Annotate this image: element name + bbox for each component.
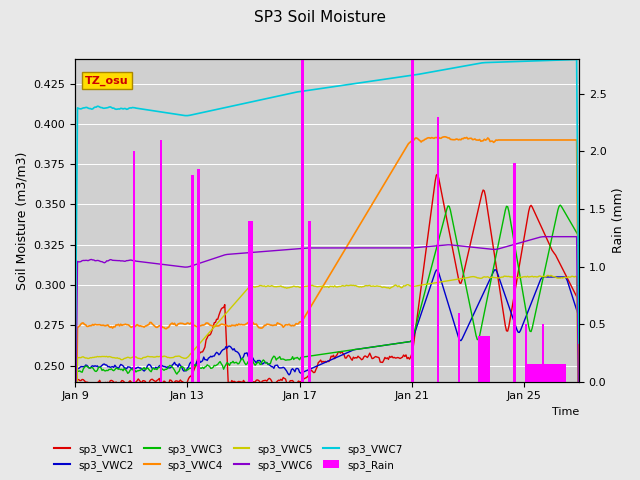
Bar bbox=[303, 60, 304, 382]
Bar bbox=[133, 152, 134, 382]
Bar bbox=[549, 364, 550, 382]
Bar bbox=[161, 140, 162, 382]
Bar bbox=[526, 324, 527, 382]
Bar bbox=[552, 364, 553, 382]
Bar bbox=[535, 364, 536, 382]
X-axis label: Time: Time bbox=[552, 407, 579, 417]
Bar bbox=[486, 336, 487, 382]
Text: TZ_osu: TZ_osu bbox=[85, 75, 129, 86]
Bar bbox=[484, 336, 485, 382]
Bar bbox=[564, 364, 566, 382]
Bar bbox=[538, 364, 539, 382]
Bar bbox=[534, 364, 535, 382]
Bar bbox=[554, 364, 555, 382]
Bar bbox=[193, 175, 194, 382]
Bar bbox=[555, 364, 556, 382]
Bar bbox=[525, 324, 526, 382]
Bar bbox=[488, 336, 490, 382]
Bar bbox=[529, 364, 531, 382]
Bar bbox=[514, 163, 515, 382]
Bar bbox=[308, 221, 310, 382]
Bar bbox=[550, 364, 552, 382]
Y-axis label: Soil Moisture (m3/m3): Soil Moisture (m3/m3) bbox=[15, 151, 28, 290]
Bar bbox=[480, 336, 481, 382]
Bar bbox=[134, 152, 135, 382]
Bar bbox=[198, 169, 200, 382]
Text: SP3 Soil Moisture: SP3 Soil Moisture bbox=[254, 10, 386, 24]
Bar bbox=[545, 364, 546, 382]
Bar bbox=[556, 364, 557, 382]
Bar bbox=[528, 364, 529, 382]
Bar bbox=[252, 221, 253, 382]
Bar bbox=[557, 364, 559, 382]
Bar bbox=[249, 221, 250, 382]
Bar bbox=[251, 221, 252, 382]
Bar bbox=[561, 364, 562, 382]
Bar bbox=[547, 364, 548, 382]
Bar bbox=[479, 336, 480, 382]
Bar bbox=[412, 60, 413, 382]
Y-axis label: Rain (mm): Rain (mm) bbox=[612, 188, 625, 253]
Bar bbox=[301, 60, 303, 382]
Bar bbox=[197, 169, 198, 382]
Bar bbox=[563, 364, 564, 382]
Bar bbox=[541, 364, 542, 382]
Bar bbox=[513, 163, 514, 382]
Bar bbox=[515, 163, 516, 382]
Bar bbox=[559, 364, 560, 382]
Bar bbox=[438, 117, 439, 382]
Bar bbox=[539, 364, 540, 382]
Bar bbox=[485, 336, 486, 382]
Bar bbox=[160, 140, 161, 382]
Bar bbox=[437, 117, 438, 382]
Legend: sp3_VWC1, sp3_VWC2, sp3_VWC3, sp3_VWC4, sp3_VWC5, sp3_VWC6, sp3_VWC7, sp3_Rain: sp3_VWC1, sp3_VWC2, sp3_VWC3, sp3_VWC4, … bbox=[50, 439, 407, 475]
Bar bbox=[553, 364, 554, 382]
Bar bbox=[458, 312, 459, 382]
Bar bbox=[560, 364, 561, 382]
Bar bbox=[546, 364, 547, 382]
Bar bbox=[532, 364, 534, 382]
Bar bbox=[562, 364, 563, 382]
Bar bbox=[248, 221, 249, 382]
Bar bbox=[487, 336, 488, 382]
Bar bbox=[548, 364, 549, 382]
Bar bbox=[531, 364, 532, 382]
Bar bbox=[191, 175, 193, 382]
Bar bbox=[459, 312, 460, 382]
Bar bbox=[527, 364, 528, 382]
Bar bbox=[536, 364, 538, 382]
Bar bbox=[542, 324, 543, 382]
Bar bbox=[481, 336, 483, 382]
Bar bbox=[543, 324, 545, 382]
Bar bbox=[478, 336, 479, 382]
Bar bbox=[250, 221, 251, 382]
Bar bbox=[483, 336, 484, 382]
Bar bbox=[540, 364, 541, 382]
